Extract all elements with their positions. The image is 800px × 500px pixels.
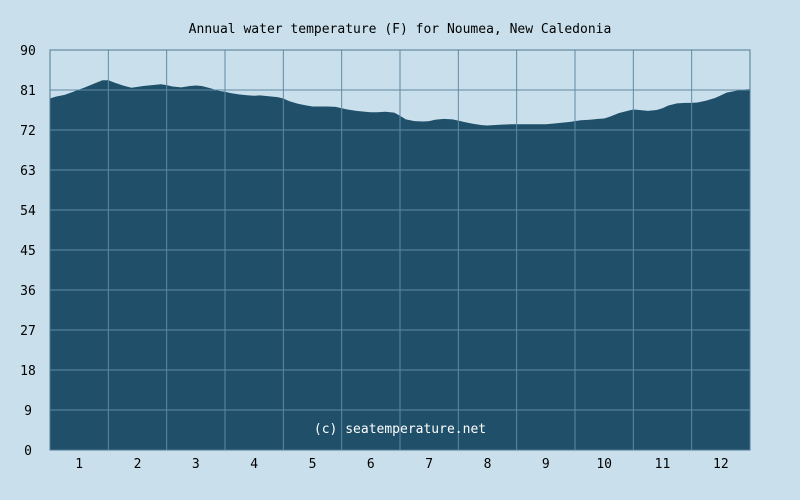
plot-border bbox=[49, 49, 751, 451]
y-tick-label: 36 bbox=[20, 284, 36, 299]
x-tick-label: 2 bbox=[134, 457, 142, 472]
x-tick-label: 3 bbox=[192, 457, 200, 472]
grid-layer bbox=[49, 49, 751, 451]
x-tick-label: 9 bbox=[542, 457, 550, 472]
y-axis-ticks: 0 9 18 27 36 45 54 63 72 81 90 bbox=[20, 44, 36, 459]
y-tick-label: 54 bbox=[20, 204, 36, 219]
y-tick-label: 27 bbox=[20, 324, 36, 339]
x-axis-ticks: 1 2 3 4 5 6 7 8 9 10 11 12 bbox=[75, 457, 728, 472]
x-tick-label: 11 bbox=[655, 457, 671, 472]
y-tick-label: 63 bbox=[20, 164, 36, 179]
chart-title: Annual water temperature (F) for Noumea,… bbox=[189, 22, 612, 37]
x-tick-label: 1 bbox=[75, 457, 83, 472]
x-tick-label: 12 bbox=[713, 457, 729, 472]
y-tick-label: 90 bbox=[20, 44, 36, 59]
x-tick-label: 5 bbox=[309, 457, 317, 472]
x-tick-label: 6 bbox=[367, 457, 375, 472]
y-tick-label: 9 bbox=[24, 404, 32, 419]
y-tick-label: 0 bbox=[24, 444, 32, 459]
y-tick-label: 18 bbox=[20, 364, 36, 379]
x-tick-label: 7 bbox=[425, 457, 433, 472]
y-tick-label: 81 bbox=[20, 84, 36, 99]
y-tick-label: 45 bbox=[20, 244, 36, 259]
y-tick-label: 72 bbox=[20, 124, 36, 139]
x-tick-label: 8 bbox=[484, 457, 492, 472]
x-tick-label: 10 bbox=[596, 457, 612, 472]
x-tick-label: 4 bbox=[250, 457, 258, 472]
watermark-text: (c) seatemperature.net bbox=[314, 422, 486, 437]
